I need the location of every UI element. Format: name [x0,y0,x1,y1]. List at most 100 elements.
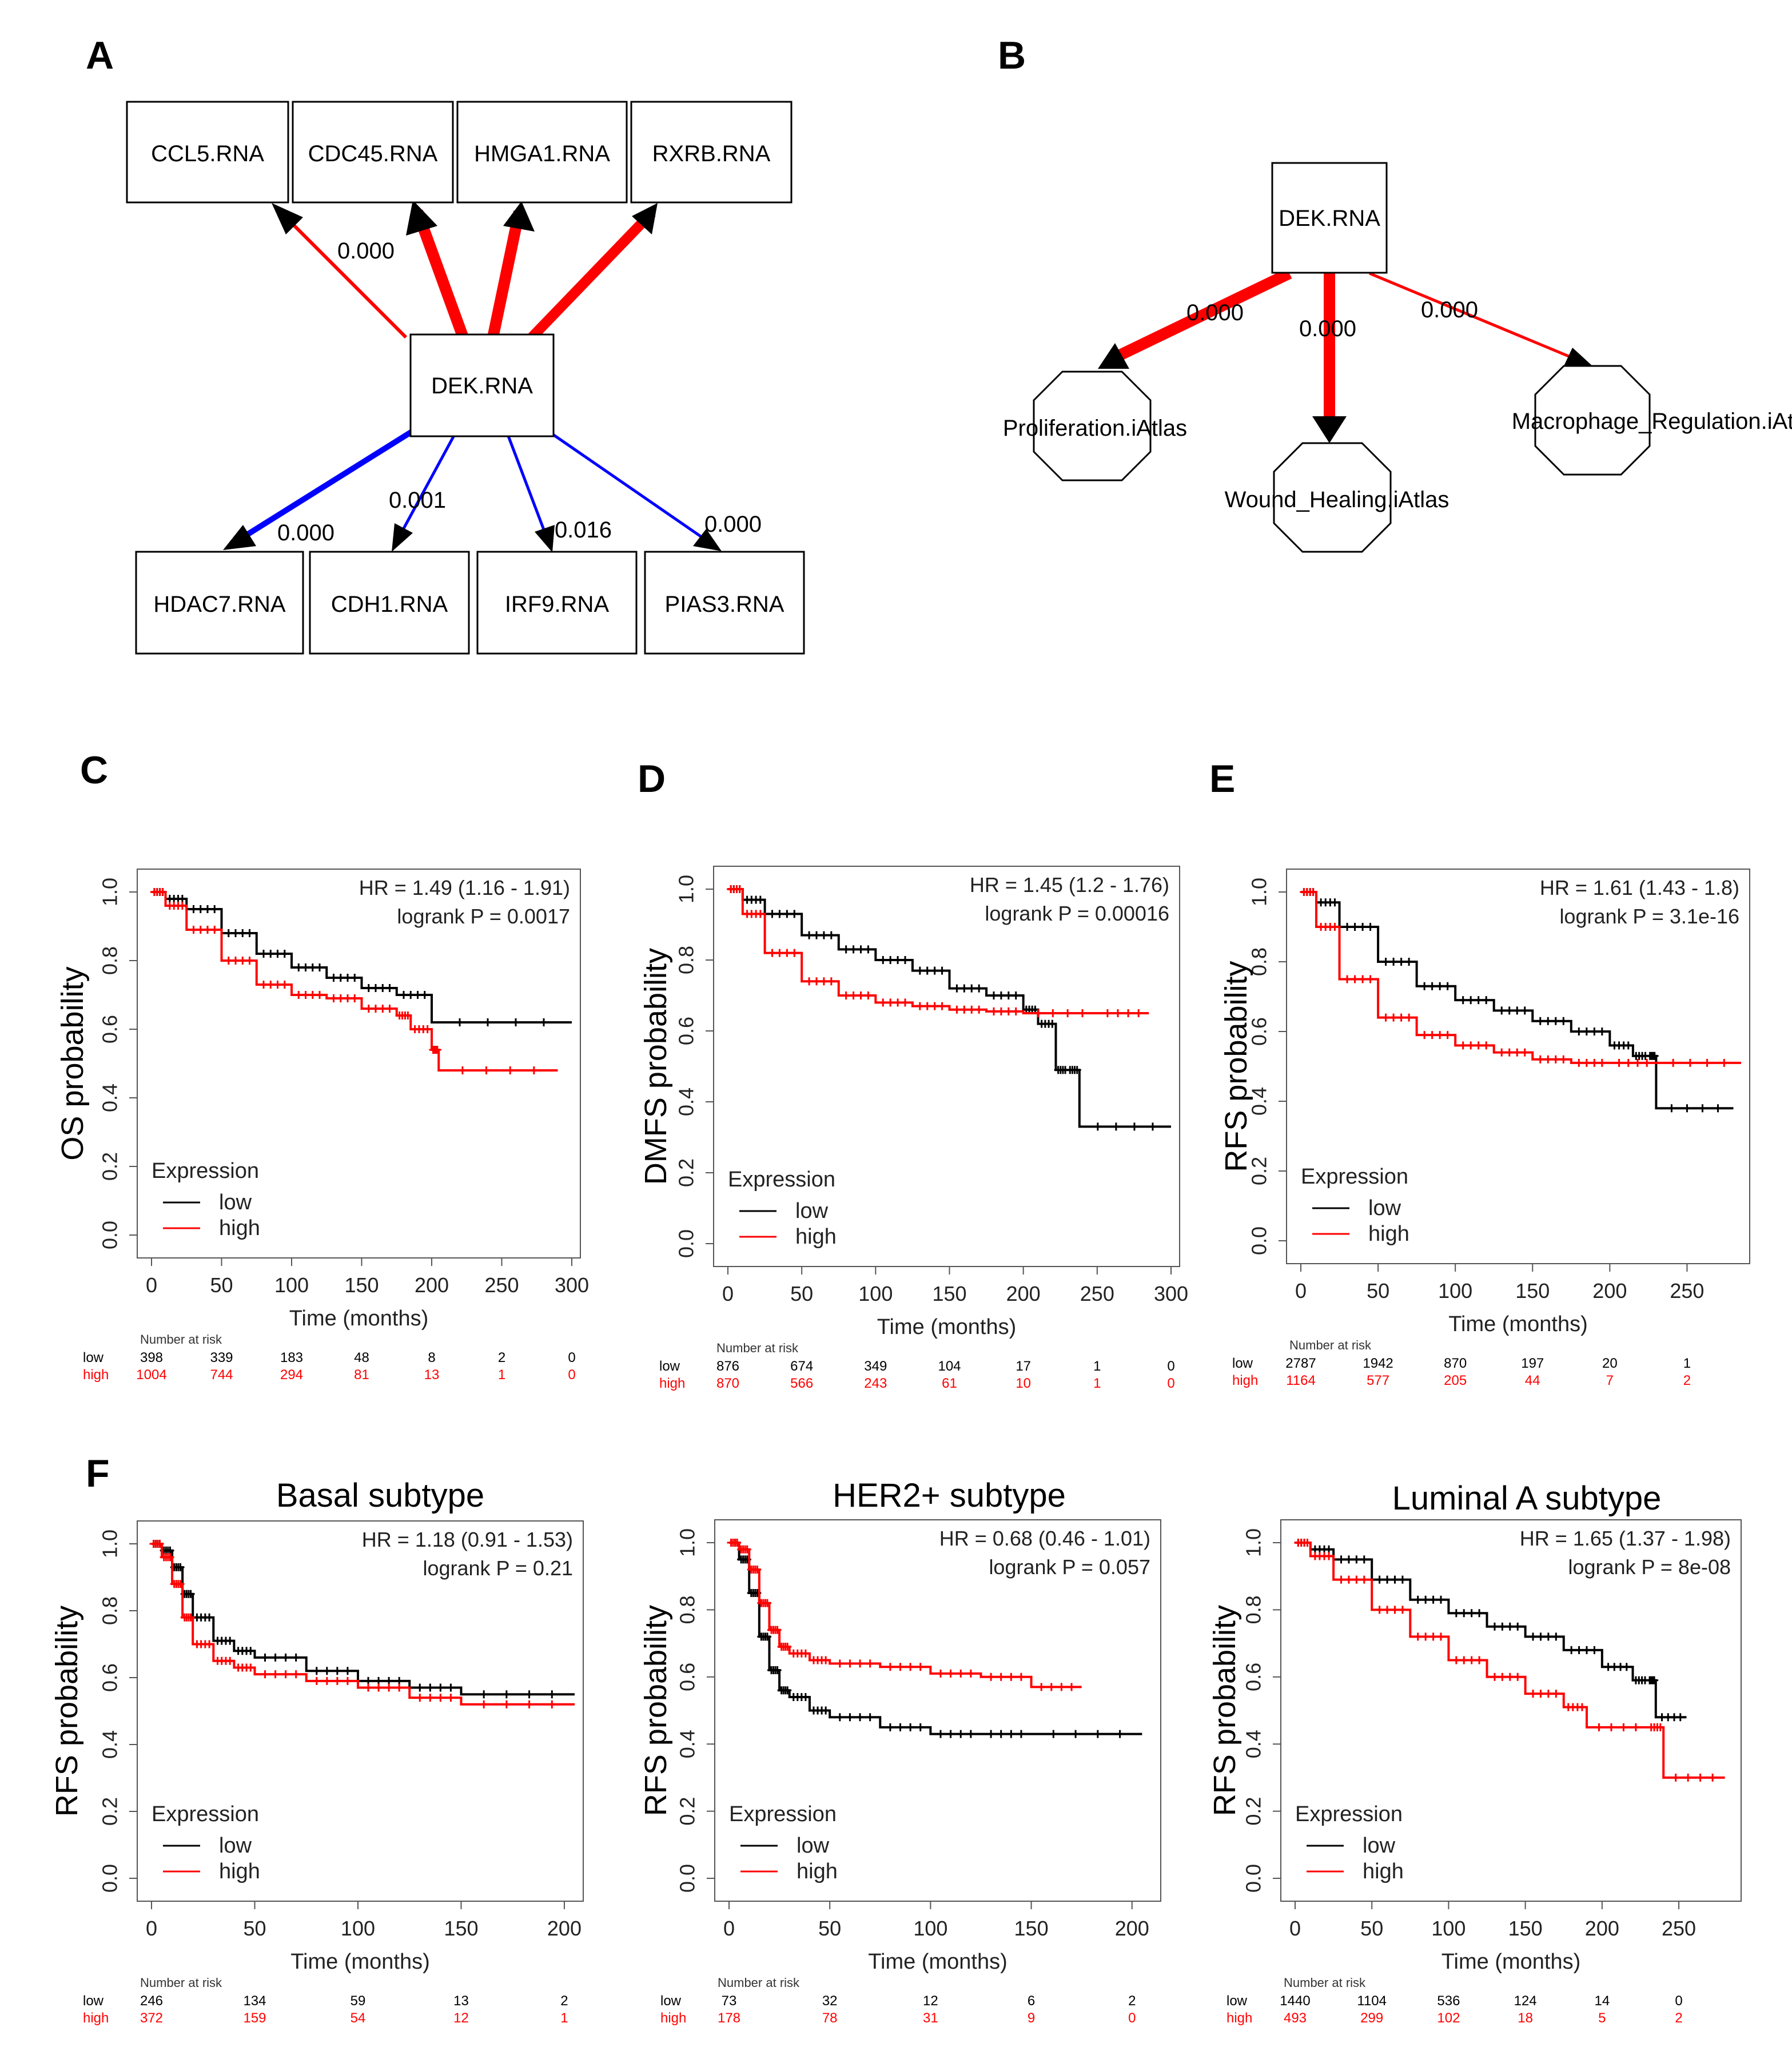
x-axis-label: Time (months) [1448,1312,1588,1336]
network-a: 0.000 0.000 0.001 0.016 0.000 DEK.RNA CC… [126,101,805,655]
censor-mark [1460,1656,1468,1664]
legend-title: Expression [729,1802,837,1826]
risk-low-value: 1942 [1363,1356,1393,1371]
risk-low-value: 1 [1683,1356,1691,1371]
edge-label-pias3: 0.000 [704,512,762,537]
censor-mark [1391,1575,1399,1584]
censor-mark [813,931,821,939]
node-pias3: PIAS3.RNA [644,551,805,655]
censor-mark [506,1066,515,1074]
censor-mark [773,1666,782,1675]
censor-mark [379,1005,387,1013]
censor-mark [407,991,415,999]
risk-high-label: high [1232,1373,1258,1388]
censor-mark [395,1683,404,1692]
censor-mark [997,1730,1005,1738]
censor-mark [896,1663,905,1671]
km-curve-high [152,891,558,1072]
risk-low-value: 1104 [1357,1993,1387,2009]
svg-text:Macrophage_Regulation.iAtl: Macrophage_Regulation.iAtl [1512,409,1792,434]
risk-high-value: 1 [498,1367,505,1383]
censor-mark [937,1669,945,1678]
node-cdc45: CDC45.RNA [292,101,454,204]
censor-mark [186,1590,195,1598]
censor-mark [210,905,219,913]
censor-mark [846,1713,854,1722]
censor-mark [280,950,289,958]
censor-mark [827,931,835,939]
svg-text:CDC45.RNA: CDC45.RNA [308,141,438,166]
censor-mark [1124,1009,1133,1017]
censor-mark [857,945,865,954]
censor-mark [1359,923,1367,931]
censor-mark [1428,982,1436,990]
x-tick-label: 200 [1115,1917,1149,1940]
censor-mark [1405,958,1413,966]
hr-text: HR = 0.68 (0.46 - 1.01) [939,1527,1150,1550]
censor-mark [805,931,814,939]
y-tick-label: 0.8 [98,1596,122,1625]
censor-mark [548,1700,556,1708]
risk-low-value: 59 [351,1993,366,2009]
y-tick-label: 0.4 [675,1088,698,1116]
censor-mark [1366,975,1375,983]
censor-mark [1619,1723,1628,1731]
censor-mark [413,991,422,999]
svg-text:HDAC7.RNA: HDAC7.RNA [153,592,285,617]
censor-mark [1443,982,1452,990]
censor-mark [866,1713,874,1722]
x-tick-label: 100 [858,1282,893,1305]
risk-high-value: 299 [1360,2010,1383,2026]
censor-mark [923,966,931,975]
censor-mark [1631,1723,1640,1731]
censor-mark [1073,1066,1081,1074]
censor-mark [447,1694,455,1702]
svg-text:DEK.RNA: DEK.RNA [1279,206,1380,231]
network-b: 0.000 0.000 0.000 DEK.RNA Proliferation.… [1003,162,1792,553]
censor-mark [1696,1773,1705,1782]
censor-mark [1506,1622,1514,1631]
censor-mark [1337,1555,1345,1564]
censor-mark [763,1599,771,1607]
panel-label-f: F [86,1452,110,1495]
censor-mark [260,981,268,989]
risk-high-value: 2 [1675,2010,1682,2026]
risk-high-value: 102 [1437,2010,1460,2026]
censor-mark [1551,1017,1560,1025]
censor-mark [930,1002,939,1010]
x-tick-label: 150 [1515,1279,1550,1303]
censor-mark [1667,1104,1676,1113]
censor-mark [329,994,338,1002]
risk-high-value: 13 [424,1367,440,1383]
node-proliferation: Proliferation.iAtlas [1003,371,1187,481]
censor-mark [1683,1104,1691,1113]
risk-high-label: high [660,2010,686,2026]
censor-mark [801,1649,810,1658]
censor-mark [1103,1009,1112,1017]
km-curve-high [152,1543,575,1706]
hr-text: HR = 1.65 (1.37 - 1.98) [1520,1527,1731,1550]
censor-mark [1460,1609,1468,1618]
censor-mark [1520,1006,1529,1015]
censor-mark [1544,1017,1552,1025]
censor-mark [1130,1122,1138,1131]
censor-mark [301,963,310,971]
censor-mark [1559,1055,1568,1064]
chart-c: 0 50 100 150 200 250 3000.00.20.40.60.81.0Time… [55,869,589,1383]
censor-mark [1582,1058,1591,1067]
censor-mark [1383,1606,1392,1614]
censor-mark [1624,1041,1632,1050]
censor-mark [1490,1622,1499,1631]
censor-mark [375,1676,383,1685]
risk-low-value: 674 [790,1359,813,1374]
censor-mark [1575,1646,1583,1654]
censor-mark [238,957,247,965]
censor-mark [1303,1539,1312,1547]
legend-label-low: low [1363,1834,1396,1858]
chart-d: 0 50 100 150 200 250 3000.00.20.40.60.81.0Time… [639,866,1188,1391]
svg-text:Wound_Healing.iAtlas: Wound_Healing.iAtlas [1225,487,1449,512]
censor-mark [775,910,784,918]
logrank-text: logrank P = 0.21 [423,1556,573,1580]
panel-label-c: C [80,748,108,792]
y-tick-label: 0.8 [1242,1595,1265,1624]
